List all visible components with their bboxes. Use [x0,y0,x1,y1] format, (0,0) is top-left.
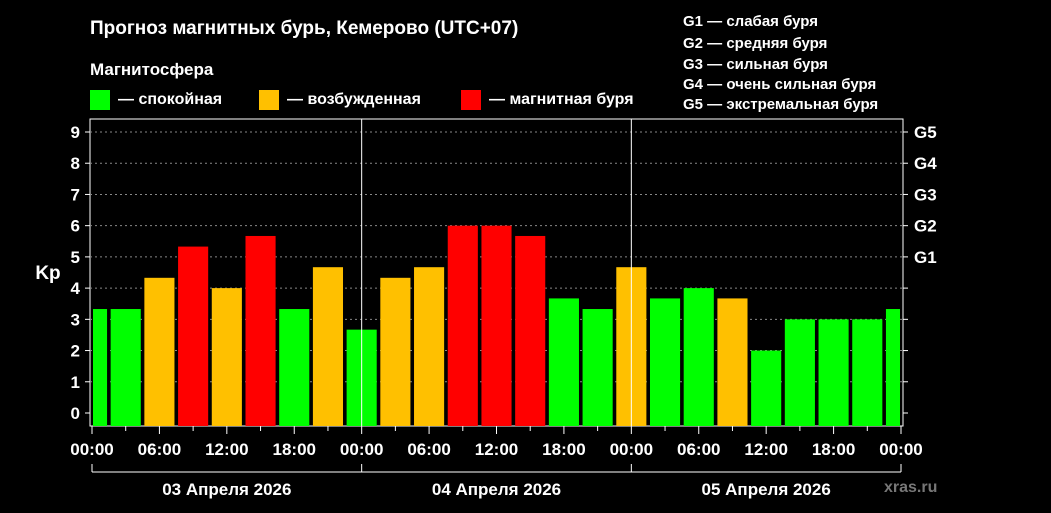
ytick-label-0: 0 [71,404,80,423]
legend-subtitle: Магнитосфера [90,60,214,79]
ytick-label-8: 8 [71,154,80,173]
right-tick-label-g3: G3 [914,185,937,204]
storm-level-g1: G1 — слабая буря [683,13,819,30]
legend-swatch-storm [461,90,481,110]
bar-24 [885,309,900,426]
xtick-label-8: 00:00 [610,440,653,459]
storm-level-g2: G2 — средняя буря [683,35,828,52]
bar-17 [649,298,681,426]
xtick-label-11: 18:00 [812,440,855,459]
right-tick-label-g4: G4 [914,154,937,173]
bar-14 [548,298,579,426]
bar-23 [852,319,883,426]
legend-item-storm: — магнитная буря [461,89,634,111]
xtick-label-12: 00:00 [879,440,922,459]
xtick-label-10: 12:00 [744,440,787,459]
storm-level-g4: G4 — очень сильная буря [683,76,877,93]
bar-4 [211,288,242,426]
day-label-2: 05 Апреля 2026 [702,480,831,499]
ytick-label-7: 7 [71,185,80,204]
ytick-label-3: 3 [71,310,80,329]
xtick-label-4: 00:00 [340,440,383,459]
bar-6 [279,309,310,426]
bar-10 [414,267,445,426]
day-label-0: 03 Апреля 2026 [162,480,291,499]
legend-item-excited: — возбужденная [259,89,421,111]
watermark: xras.ru [884,479,938,496]
legend-item-calm: — спокойная [90,89,222,111]
y-axis-label: Kp [35,263,60,284]
xtick-label-0: 00:00 [70,440,113,459]
bar-2 [144,277,175,426]
storm-level-g3: G3 — сильная буря [683,56,828,73]
bar-15 [582,309,613,426]
day-label-1: 04 Апреля 2026 [432,480,561,499]
storm-level-g5: G5 — экстремальная буря [683,96,879,113]
bar-1 [110,309,141,426]
bar-22 [818,319,849,426]
legend-label-storm: — магнитная буря [489,91,634,108]
ytick-label-5: 5 [71,248,80,267]
bar-12 [481,225,512,426]
ytick-label-1: 1 [71,373,80,392]
ytick-label-4: 4 [71,279,81,298]
xtick-label-1: 06:00 [138,440,181,459]
xtick-label-7: 18:00 [542,440,585,459]
bar-21 [784,319,815,426]
bar-3 [178,246,209,426]
xtick-label-6: 12:00 [475,440,518,459]
legend-swatch-calm [90,90,110,110]
bar-19 [717,298,748,426]
bar-9 [380,277,411,426]
xtick-label-3: 18:00 [273,440,316,459]
right-tick-label-g2: G2 [914,217,937,236]
xtick-label-9: 06:00 [677,440,720,459]
legend-swatch-excited [259,90,279,110]
right-tick-label-g5: G5 [914,123,937,142]
legend-label-excited: — возбужденная [287,91,421,108]
bar-13 [515,235,546,426]
right-tick-label-g1: G1 [914,248,937,267]
ytick-label-9: 9 [71,123,80,142]
ytick-label-2: 2 [71,342,80,361]
chart-title: Прогноз магнитных бурь, Кемерово (UTC+07… [90,18,519,39]
xtick-label-2: 12:00 [205,440,248,459]
legend-label-calm: — спокойная [118,91,223,108]
bar-18 [683,288,714,426]
bar-7 [312,267,344,426]
xtick-label-5: 06:00 [407,440,450,459]
ytick-label-6: 6 [71,217,80,236]
bar-5 [245,235,276,426]
bar-0 [93,309,108,426]
bar-11 [447,225,478,426]
bar-20 [751,350,782,426]
